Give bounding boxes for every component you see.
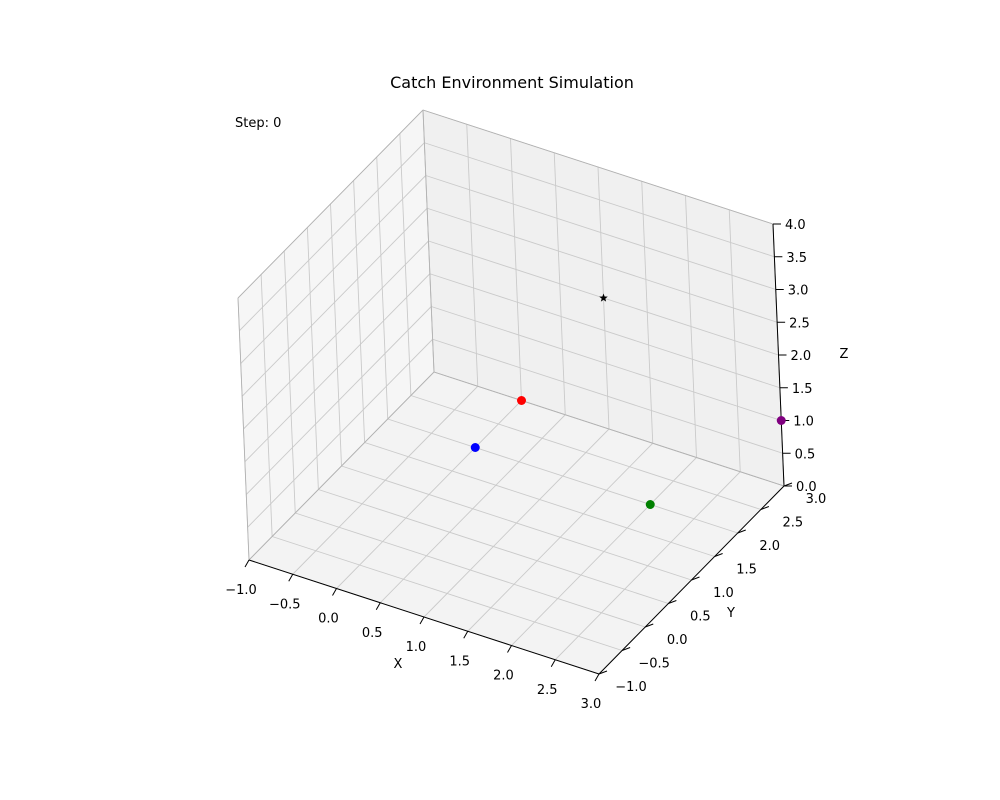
data-point-star	[599, 293, 608, 302]
grid-line	[364, 442, 715, 557]
grid-line	[341, 465, 692, 581]
x-tick-mark	[550, 659, 556, 667]
pane-edge	[422, 109, 774, 225]
z-tick-label: 3.5	[786, 251, 807, 266]
grid-line	[424, 142, 775, 258]
x-tick-mark	[419, 616, 425, 625]
x-tick-mark	[288, 574, 294, 582]
x-tick-mark	[594, 673, 600, 682]
x-tick-mark	[375, 602, 381, 610]
grid-line	[245, 306, 432, 495]
z-tick-label: 3.0	[788, 284, 809, 299]
data-points	[470, 293, 786, 509]
z-axis-label: Z	[840, 347, 849, 362]
x-tick-label: 1.5	[449, 654, 470, 669]
grid-line	[431, 306, 782, 421]
z-tick-label: 1.0	[793, 415, 814, 430]
x-tick-mark	[244, 559, 250, 568]
pane-edge	[237, 109, 424, 299]
z-tick-label: 0.0	[796, 480, 817, 495]
y-tick-mark	[714, 553, 723, 557]
grid-line	[239, 142, 425, 332]
y-tick-label: −1.0	[615, 680, 647, 695]
pane-edge	[248, 371, 435, 561]
grid-line	[426, 207, 778, 323]
data-point	[776, 416, 786, 425]
grid-line	[271, 536, 623, 651]
x-tick-label: 0.5	[362, 626, 383, 641]
y-tick-label: 3.0	[806, 492, 827, 507]
z-tick-label: 2.0	[791, 349, 812, 364]
pane-edge	[422, 109, 435, 373]
y-tick-mark	[598, 670, 608, 675]
axis-panes	[238, 110, 784, 674]
grid-line	[318, 489, 669, 604]
y-tick-mark	[645, 623, 654, 628]
grid-line	[295, 512, 646, 628]
tick-labels: −1.0−0.50.00.51.01.52.02.53.0−1.0−0.50.0…	[225, 218, 826, 712]
grid-line	[243, 240, 429, 430]
x-tick-label: 2.5	[537, 683, 558, 698]
z-tick-label: 4.0	[785, 218, 806, 233]
y-tick-label: 2.0	[759, 539, 780, 554]
x-tick-label: −0.5	[269, 597, 301, 612]
data-point	[470, 443, 480, 452]
z-tick-label: 1.5	[792, 382, 813, 397]
x-axis-label: X	[394, 657, 403, 672]
x-tick-mark	[463, 631, 469, 639]
pane-edge	[237, 297, 250, 561]
y-tick-label: 1.5	[736, 563, 757, 578]
grid-line	[387, 418, 738, 534]
grid-line	[240, 175, 427, 364]
grid-line	[247, 338, 433, 528]
z-tick-label: 2.5	[789, 316, 810, 331]
chart-title: Catch Environment Simulation	[390, 73, 634, 92]
grid-line	[425, 175, 776, 290]
y-tick-label: −0.5	[638, 657, 670, 672]
x-tick-label: 2.0	[493, 669, 514, 684]
y-tick-mark	[621, 647, 631, 651]
data-point	[517, 396, 526, 405]
grid-line	[244, 273, 431, 463]
z-tick-label: 0.5	[795, 447, 816, 462]
x-tick-label: 1.0	[406, 640, 427, 655]
y-tick-mark	[691, 576, 700, 581]
x-tick-mark	[507, 645, 512, 653]
y-tick-label: 1.0	[713, 586, 734, 601]
pane-edge	[433, 371, 785, 487]
y-tick-mark	[760, 506, 770, 510]
grid-line	[410, 395, 762, 510]
data-point	[645, 500, 655, 509]
grid-line	[241, 207, 428, 397]
grid-line	[429, 273, 781, 389]
step-counter: Step: 0	[235, 116, 281, 131]
y-tick-label: 0.5	[690, 610, 711, 625]
y-tick-mark	[737, 529, 746, 534]
y-tick-label: 0.0	[667, 633, 688, 648]
grid-line	[432, 338, 783, 454]
x-tick-label: −1.0	[225, 583, 257, 598]
y-tick-mark	[668, 600, 677, 604]
y-tick-label: 2.5	[783, 516, 804, 531]
y-axis-label: Y	[726, 606, 735, 621]
x-tick-mark	[332, 588, 337, 596]
x-tick-label: 3.0	[581, 697, 602, 712]
x-tick-label: 0.0	[318, 612, 339, 627]
